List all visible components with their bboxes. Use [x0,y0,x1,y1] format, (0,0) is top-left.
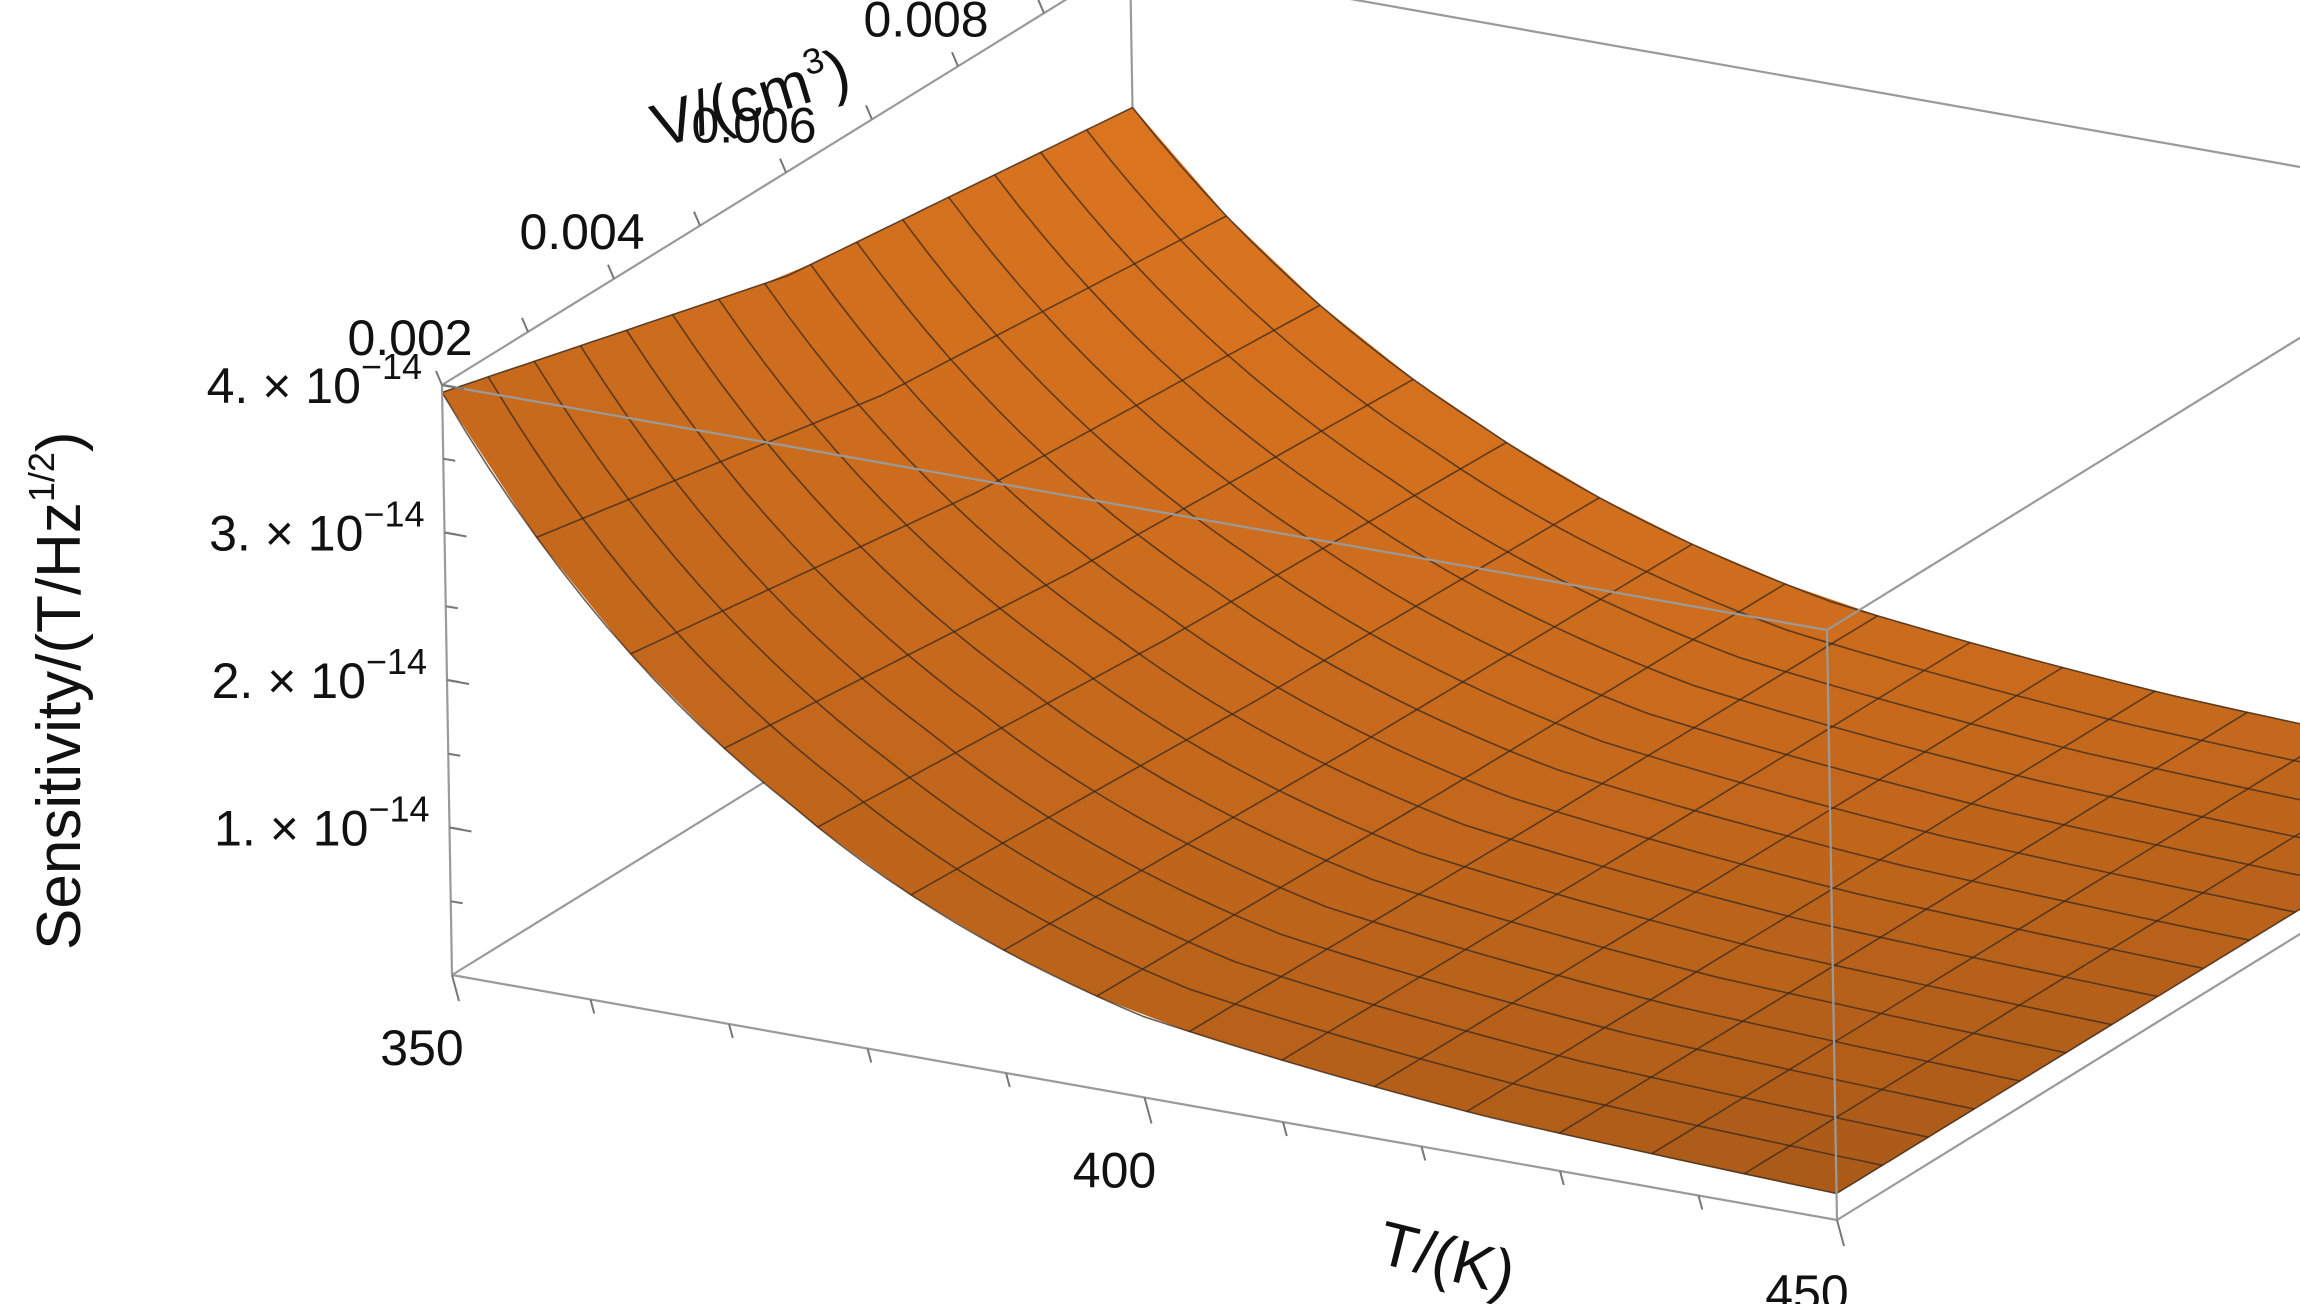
y-tick-mark [435,370,443,386]
sensitivity-surface [441,106,2300,1195]
z-minor-tick [446,679,460,683]
mesh-line-v [533,360,1929,1138]
z-minor-tick [450,900,463,905]
mesh-line-t [1003,543,1693,951]
x-tick-label: 400 [1073,1143,1156,1199]
x-tick-mark [866,1048,873,1063]
y-tick-mark [521,317,529,333]
z-tick-label: 3. × 10−14 [209,494,424,562]
mesh-line-v [717,298,2112,1026]
y-tick-mark [607,264,615,280]
box-edge [441,383,1828,632]
x-tick-mark [1005,1072,1011,1088]
x-tick-mark [1836,1219,1845,1247]
x-tick-mark [728,1023,734,1039]
mesh-line-t [1558,711,2248,1134]
z-tick-label: 1. × 10−14 [214,789,429,857]
box-edge [1826,336,2300,631]
mesh-line-t [1374,666,2064,1088]
mesh-line-v [579,345,1975,1110]
mesh-line-v [1085,129,2300,763]
y-tick-label: 0.008 [863,0,988,47]
mesh-line-v [947,196,2300,877]
z-tick-label: 4. × 10−14 [207,346,422,414]
y-tick-mark [779,158,787,173]
mesh-line-v [1039,151,2300,801]
mesh-line-v [487,376,1883,1167]
mesh-line-t [441,106,1133,394]
mesh-line-v [902,219,2296,913]
z-minor-tick [449,826,462,831]
mesh-line-v [1131,106,2300,725]
x-tick-mark [1559,1170,1565,1186]
x-tick-label: 450 [1765,1265,1848,1304]
box-edge [1349,0,2300,169]
z-minor-tick [444,531,457,536]
mesh-line-t [1466,690,2156,1113]
mesh-line-t [910,497,1600,896]
mesh-line-t [1743,832,2300,1175]
mesh-line-v [441,391,1837,1195]
z-minor-tick [448,752,461,757]
mesh-line-t [1281,641,1971,1061]
y-tick-mark [951,51,959,67]
x-tick-mark [1282,1121,1288,1137]
y-tick-mark [865,104,873,120]
mesh-line-t [536,215,1227,539]
mesh-line-t [1651,755,2300,1155]
box-edge [1825,629,1839,1221]
mesh-line-v [671,314,2067,1054]
y-tick-label: 0.002 [347,310,472,366]
mesh-line-t [1096,583,1786,997]
mesh-line-t [723,378,1414,750]
z-minor-tick [443,457,456,462]
mesh-line-v [625,329,2021,1082]
y-tick-label: 0.006 [691,98,816,154]
x-tick-mark [589,999,596,1014]
mesh-line-t [1836,908,2300,1195]
mesh-line-v [993,174,2300,839]
y-tick-label: 0.004 [519,204,644,260]
x-tick-mark [1420,1146,1427,1161]
x-tick-mark [1143,1097,1153,1124]
x-tick-mark [451,974,460,1002]
z-minor-tick [441,384,455,388]
y-tick-mark [1037,0,1045,14]
mesh-line-t [817,441,1507,828]
x-tick-mark [1697,1195,1704,1210]
z-minor-tick [445,605,458,610]
mesh-line-t [630,304,1321,655]
box-edge [1836,932,2300,1221]
mesh-line-t [1188,615,1879,1033]
x-tick-label: 350 [380,1020,463,1076]
mesh-line-v [856,241,2250,941]
x-axis-title: T/(K) [1372,1209,1522,1304]
mesh-line-v [810,264,2204,970]
z-tick-label: 2. × 10−14 [212,641,427,709]
mesh-line-v [764,283,2158,998]
y-tick-mark [693,211,701,227]
z-axis-title: Sensitivity/(T/Hz1/2) [21,431,94,950]
